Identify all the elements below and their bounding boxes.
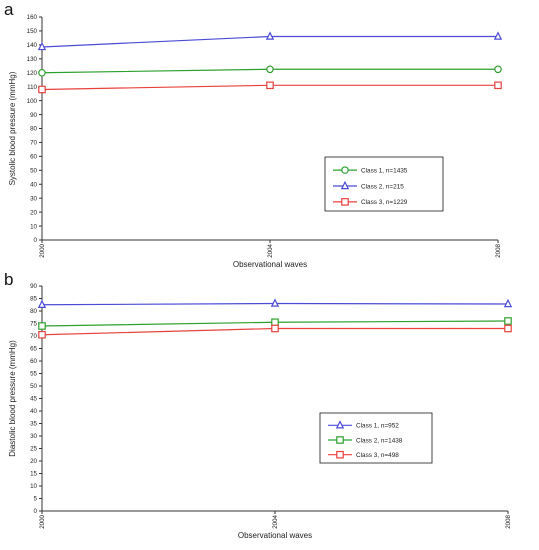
y-tick-label: 20 [30,458,37,465]
data-point-series-2 [504,317,512,325]
y-tick-label: 120 [27,70,38,77]
y-tick-label: 60 [30,358,37,365]
y-tick-label: 90 [30,283,37,290]
y-tick-label: 10 [30,223,37,230]
legend-marker [335,420,345,429]
y-tick-label: 80 [30,308,37,315]
data-point-series-3 [38,85,46,94]
data-point-series-2 [271,318,279,327]
y-axis-title: Systolic blood pressure (mmHg) [8,71,17,185]
legend-label: Class 1, n=952 [356,423,399,430]
x-tick-label: 2000 [39,243,46,257]
x-tick-label: 2000 [39,514,46,528]
data-point-series-3 [38,330,46,339]
data-point-series-2 [493,31,503,40]
legend-label: Class 2, n=1438 [356,437,403,444]
data-point-series-3 [266,81,274,90]
y-tick-label: 130 [27,56,38,63]
y-axis-title: Diastolic blood pressure (mmHg) [8,340,17,457]
y-tick-label: 70 [30,140,37,147]
y-tick-label: 55 [30,371,37,378]
y-tick-label: 110 [27,84,37,91]
legend-marker [341,198,349,206]
chart-panel-b: 0 5 10 15 20 25 30 35 40 45 50 55 60 65 70 75 80 85 90 2000… [8,283,513,540]
x-tick-label: 2008 [495,243,502,257]
legend-label: Class 1, n=1435 [361,167,408,174]
y-tick-label: 80 [30,126,37,133]
legend: Class 1, n=952 Class 2, n=1438 Class 3, n=… [319,412,433,464]
x-tick-label: 2004 [267,243,274,257]
x-tick-label: 2008 [505,514,512,528]
y-tick-label: 30 [30,433,37,440]
y-tick-label: 5 [34,496,38,503]
y-tick-label: 150 [27,28,38,35]
data-point-series-1 [494,65,502,74]
data-point-series-2 [37,41,47,51]
y-tick-label: 90 [30,112,37,119]
x-tick-label: 2004 [272,514,279,528]
chart-panel-a: 0 10 20 30 40 50 60 70 80 90 100 110 120 130 140 150 160… [8,14,503,269]
legend: Class 1, n=1435 Class 2, n=215 Class 3, n=… [324,156,444,212]
legend-marker [341,166,349,174]
data-point-series-1 [38,68,46,77]
legend-label: Class 3, n=498 [356,452,399,459]
data-point-series-2 [265,31,275,40]
panel-label-b: b [4,270,14,289]
panel-label-a: a [4,0,14,19]
data-point-series-3 [504,324,512,333]
y-tick-label: 0 [34,237,38,244]
y-tick-label: 70 [30,333,37,340]
y-tick-label: 40 [30,181,37,188]
legend-marker [336,450,344,459]
y-tick-label: 140 [27,42,38,49]
y-tick-label: 75 [30,321,37,328]
data-point-series-2 [38,322,46,330]
legend-label: Class 2, n=215 [361,183,404,190]
x-axis-title: Observational waves [233,260,307,269]
y-tick-label: 100 [27,98,38,105]
y-tick-label: 15 [30,471,37,478]
y-tick-label: 50 [30,383,37,390]
y-tick-label: 40 [30,408,37,415]
y-tick-label: 50 [30,168,37,175]
y-tick-label: 45 [30,396,37,403]
x-axis-title: Observational waves [238,531,312,540]
y-tick-label: 0 [34,508,38,515]
y-tick-label: 30 [30,195,37,202]
y-tick-label: 85 [30,296,37,303]
y-tick-label: 160 [27,14,38,21]
data-point-series-3 [271,324,279,333]
data-point-series-1 [270,298,280,307]
data-point-series-1 [37,299,47,308]
legend-label: Class 3, n=1229 [361,199,408,206]
y-tick-label: 20 [30,209,37,216]
legend-marker [340,180,350,190]
y-tick-label: 65 [30,346,37,353]
legend-marker [336,436,344,444]
y-tick-label: 10 [30,483,37,490]
y-tick-label: 35 [30,421,37,428]
data-point-series-1 [266,65,274,74]
data-point-series-3 [494,81,502,90]
y-tick-label: 25 [30,446,37,453]
y-tick-label: 60 [30,154,37,161]
data-point-series-1 [503,298,513,308]
